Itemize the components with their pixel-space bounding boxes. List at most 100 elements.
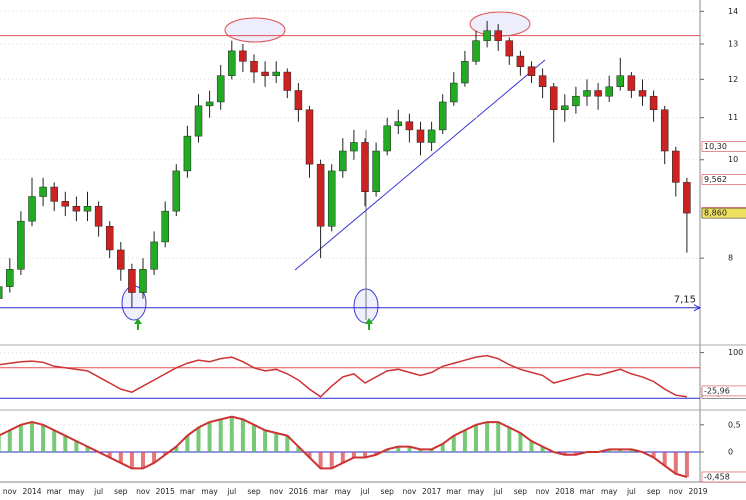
candle-body bbox=[605, 86, 613, 97]
candle-body bbox=[672, 150, 680, 183]
histogram-bar bbox=[418, 449, 423, 453]
histogram-bar bbox=[18, 424, 23, 453]
x-tick-label: sep bbox=[381, 487, 395, 496]
histogram-bar bbox=[651, 452, 656, 458]
candle-body bbox=[494, 30, 502, 41]
trend-line bbox=[294, 59, 546, 271]
histogram-bar bbox=[196, 427, 201, 453]
histogram-bar bbox=[562, 452, 567, 455]
price-label: 10,30 bbox=[704, 142, 727, 151]
y-tick-label: 13 bbox=[728, 40, 738, 49]
x-tick-label: jul bbox=[226, 487, 236, 496]
x-tick-label: may bbox=[335, 487, 352, 496]
histogram-bar bbox=[296, 446, 301, 453]
candle-body bbox=[172, 170, 181, 212]
candle-body bbox=[538, 75, 547, 87]
macd-line bbox=[0, 415, 688, 478]
candle-body bbox=[216, 75, 225, 103]
x-tick-label: sep bbox=[247, 487, 261, 496]
x-tick-label: mar bbox=[180, 487, 196, 496]
histogram-bar bbox=[440, 443, 445, 453]
y-tick-label: 11 bbox=[728, 113, 738, 122]
x-tick-label: 2017 bbox=[422, 487, 441, 496]
histogram-bar bbox=[573, 452, 578, 455]
candle-body bbox=[438, 101, 447, 131]
histogram-bar bbox=[407, 446, 412, 453]
candle-body bbox=[516, 55, 525, 67]
histogram-bar bbox=[363, 452, 367, 458]
histogram-bar bbox=[285, 435, 290, 453]
histogram-bar bbox=[263, 430, 268, 453]
candle-body bbox=[39, 186, 47, 197]
candle-body bbox=[283, 71, 292, 91]
candle-body bbox=[616, 75, 625, 87]
histogram-bar bbox=[240, 419, 245, 453]
price-label: -0,458 bbox=[704, 472, 730, 481]
candle-body bbox=[50, 186, 58, 202]
candle-body bbox=[72, 205, 81, 212]
histogram-bar bbox=[540, 446, 545, 453]
x-tick-label: mar bbox=[313, 487, 329, 496]
histogram-bar bbox=[174, 446, 179, 453]
candle-body bbox=[194, 105, 203, 137]
histogram-bar bbox=[141, 452, 145, 469]
candle-body bbox=[139, 269, 147, 293]
candle-body bbox=[549, 86, 558, 111]
x-tick-label: may bbox=[601, 487, 618, 496]
histogram-bar bbox=[474, 424, 478, 453]
x-tick-label: sep bbox=[647, 487, 661, 496]
candle-body bbox=[350, 142, 358, 152]
x-tick-label: nov bbox=[136, 487, 150, 496]
candle-body bbox=[272, 71, 280, 76]
candle-body bbox=[372, 150, 380, 193]
level-label: 7,15 bbox=[674, 295, 696, 306]
histogram-bar bbox=[218, 419, 223, 453]
histogram-bar bbox=[673, 452, 678, 474]
histogram-bar bbox=[662, 452, 667, 466]
price-label-box bbox=[701, 385, 746, 397]
price-label: 9,562 bbox=[704, 175, 727, 184]
x-tick-label: mar bbox=[580, 487, 596, 496]
histogram-bar bbox=[485, 422, 490, 453]
x-tick-label: jul bbox=[93, 487, 103, 496]
histogram-bar bbox=[451, 435, 456, 453]
histogram-bar bbox=[307, 452, 312, 458]
histogram-bar bbox=[185, 435, 190, 453]
histogram-bar bbox=[318, 452, 323, 469]
price-label-box bbox=[701, 207, 746, 219]
x-tick-label: nov bbox=[536, 487, 550, 496]
candle-body bbox=[28, 196, 36, 222]
candle-body bbox=[583, 90, 591, 97]
histogram-bar bbox=[518, 432, 523, 453]
histogram-bar bbox=[462, 430, 467, 453]
histogram-bar bbox=[7, 430, 12, 453]
histogram-bar bbox=[351, 452, 356, 458]
candle-body bbox=[638, 90, 647, 97]
histogram-bar bbox=[607, 449, 612, 453]
candle-body bbox=[261, 71, 269, 76]
histogram-bar bbox=[107, 452, 112, 458]
candle-body bbox=[61, 201, 70, 207]
x-tick-label: mar bbox=[47, 487, 63, 496]
candle-body bbox=[228, 50, 236, 76]
price-label: -25,96 bbox=[704, 386, 730, 395]
candle-body bbox=[294, 90, 303, 111]
histogram-bar bbox=[385, 449, 390, 453]
x-tick-label: 2016 bbox=[289, 487, 308, 496]
candle-body bbox=[394, 121, 403, 127]
candle-body bbox=[450, 82, 458, 103]
candle-body bbox=[483, 30, 491, 41]
candle-body bbox=[339, 150, 347, 172]
x-tick-label: sep bbox=[514, 487, 528, 496]
candle-body bbox=[305, 109, 314, 165]
candle-body bbox=[472, 40, 480, 62]
histogram-bar bbox=[340, 452, 345, 463]
candle-body bbox=[649, 95, 658, 111]
histogram-bar bbox=[163, 452, 168, 455]
candle-body bbox=[6, 269, 14, 287]
candle-body bbox=[250, 61, 258, 73]
candle-body bbox=[572, 95, 580, 107]
histogram-bar bbox=[85, 446, 90, 453]
x-tick-label: sep bbox=[114, 487, 128, 496]
